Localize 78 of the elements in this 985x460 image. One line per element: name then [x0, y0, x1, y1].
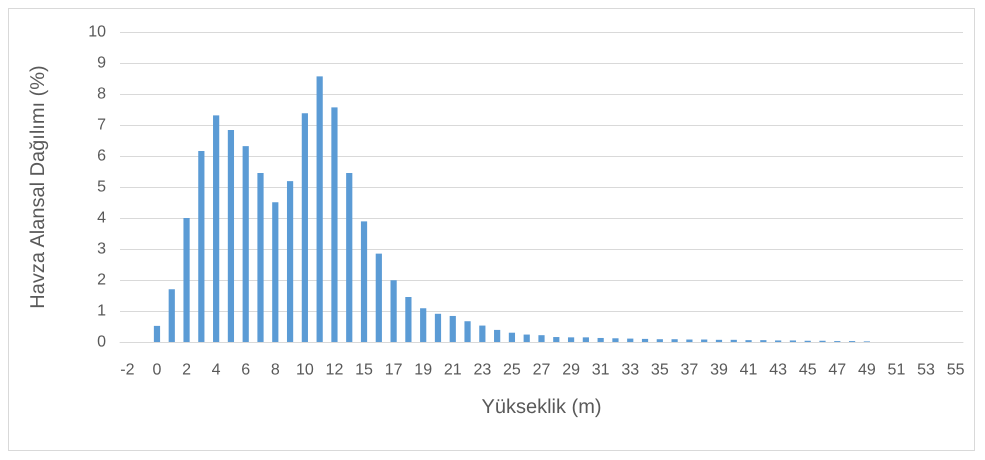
x-tick-label: 43	[769, 362, 788, 378]
y-tick-label: 4	[97, 210, 106, 226]
bar	[376, 254, 382, 342]
y-tick-label: 0	[97, 334, 106, 350]
bar	[434, 314, 442, 342]
bar	[642, 338, 648, 342]
bar	[627, 338, 634, 342]
bar	[479, 326, 486, 342]
bar	[346, 173, 352, 342]
x-tick-label: 4	[212, 362, 221, 378]
x-tick-label: 35	[650, 362, 669, 378]
bar	[464, 321, 471, 342]
bar	[494, 330, 500, 342]
x-tick-label: 53	[917, 362, 936, 378]
x-tick-label: 8	[270, 362, 280, 378]
x-tick-label: 29	[562, 362, 580, 378]
bar	[316, 76, 323, 342]
x-tick-label: 41	[740, 362, 758, 378]
x-tick-label: 19	[414, 362, 432, 378]
bar	[420, 308, 426, 342]
x-tick-label: 0	[152, 362, 162, 378]
x-tick-label: 10	[296, 362, 314, 378]
bar	[360, 221, 368, 342]
x-tick-label: 51	[888, 362, 906, 378]
y-axis-title: Havza Alansal Dağılımı (%)	[27, 65, 49, 309]
x-tick-label: 33	[621, 362, 640, 378]
x-tick-label: 55	[946, 362, 965, 378]
bar	[154, 326, 160, 342]
bar	[553, 337, 560, 342]
x-tick-label: 25	[503, 362, 521, 378]
x-axis-title: Yükseklik (m)	[481, 396, 602, 418]
bar	[257, 173, 264, 342]
bar	[286, 181, 294, 342]
y-tick-label: 7	[97, 116, 106, 134]
bar	[568, 337, 574, 342]
bar	[612, 338, 619, 342]
bar	[598, 338, 604, 342]
bar	[228, 130, 234, 342]
bar	[524, 334, 530, 342]
bar	[656, 339, 663, 342]
x-tick-label: 45	[798, 362, 817, 378]
bar	[508, 332, 516, 342]
y-tick-label: 5	[97, 178, 106, 196]
y-tick-label: 2	[97, 272, 106, 288]
y-tick-label: 10	[88, 24, 106, 40]
bar	[242, 146, 249, 342]
bar	[405, 297, 412, 342]
bar	[183, 218, 190, 342]
y-tick-label: 9	[97, 54, 106, 72]
y-tick-label: 8	[97, 86, 106, 102]
x-tick-label: 47	[828, 362, 846, 378]
x-tick-label: 12	[326, 362, 344, 378]
bar	[302, 113, 308, 342]
x-tick-label: 23	[473, 362, 492, 378]
x-tick-label: 17	[384, 362, 403, 378]
y-tick-label: 6	[97, 148, 106, 164]
x-tick-label: 21	[444, 362, 462, 378]
x-tick-label: 31	[592, 362, 610, 378]
x-tick-label: 6	[241, 362, 250, 378]
x-tick-label: 2	[182, 362, 192, 378]
x-tick-label: 49	[858, 362, 876, 378]
bar	[168, 289, 175, 342]
bar	[272, 202, 278, 342]
bar	[582, 337, 589, 342]
bar	[331, 107, 338, 342]
y-tick-label: 3	[97, 240, 106, 258]
x-tick-label: 27	[532, 362, 550, 378]
bar	[538, 335, 545, 342]
bar	[672, 339, 678, 342]
x-tick-label: -2	[120, 362, 135, 378]
y-tick-label: 1	[97, 302, 106, 320]
bar	[213, 115, 220, 342]
bar	[198, 151, 204, 342]
x-tick-label: 39	[710, 362, 728, 378]
bar	[390, 280, 397, 342]
x-tick-label: 37	[680, 362, 698, 378]
bar	[450, 316, 456, 342]
x-tick-label: 15	[355, 362, 374, 378]
